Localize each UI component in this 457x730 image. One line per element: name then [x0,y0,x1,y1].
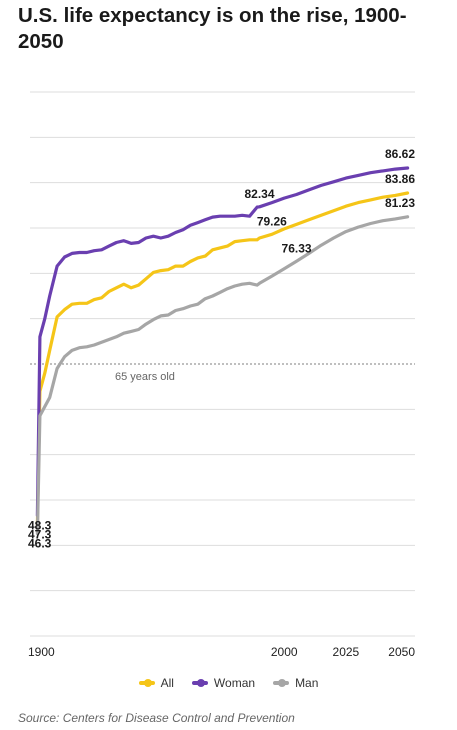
source-note: Source: Centers for Disease Control and … [18,711,295,725]
legend-item-woman[interactable]: Woman [191,676,256,690]
x-tick-label: 2050 [388,645,415,659]
x-tick-label: 2025 [333,645,360,659]
data-labels: 86.62 83.86 81.23 82.34 79.26 76.33 48.347.346… [28,147,415,551]
data-label-man: 76.33 [282,241,312,255]
data-label-man: 46.3 [28,537,52,551]
series-line-woman [35,166,410,517]
legend-item-man[interactable]: Man [273,676,318,690]
data-label-all: 83.86 [385,172,415,186]
x-tick-label: 1900 [28,645,55,659]
legend-label-man: Man [295,676,319,690]
data-label-woman: 48.3 [28,518,52,532]
series-lines [35,166,410,536]
legend-swatch-all [138,679,155,687]
data-label-all: 47.3 [28,527,52,541]
legend-label-woman: Woman [213,676,256,690]
series-line-man [35,215,410,536]
data-label-woman: 82.34 [245,187,275,201]
reference-line-group: 65 years old [30,363,415,383]
gridlines [30,91,415,637]
series-line-all [35,191,410,527]
data-label-woman: 86.62 [385,147,415,161]
reference-line-label: 65 years old [115,371,175,383]
legend-item-all[interactable]: All [138,676,174,690]
legend: All Woman Man [0,676,457,690]
chart-title: U.S. life expectancy is on the rise, 190… [18,4,407,53]
legend-swatch-woman [191,679,208,687]
legend-label-all: All [160,676,174,690]
data-label-man: 81.23 [385,196,415,210]
legend-swatch-man [273,679,290,687]
x-tick-label: 2000 [271,645,298,659]
data-label-all: 79.26 [257,215,287,229]
x-axis-ticks: 1900 2000 2025 2050 [28,645,415,659]
